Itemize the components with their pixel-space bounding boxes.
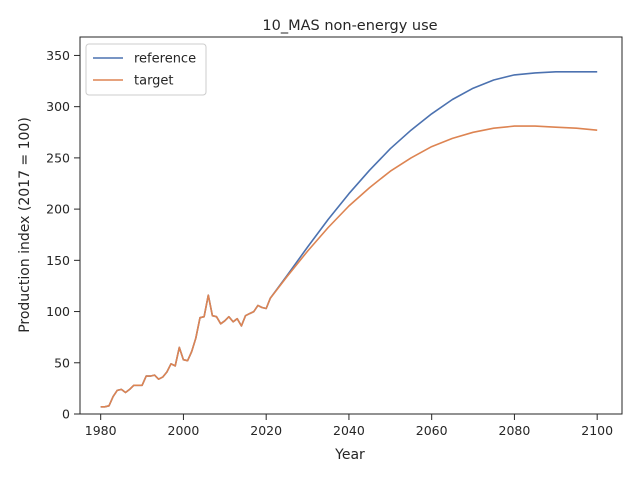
x-tick-label: 2100: [581, 423, 613, 438]
x-tick-label: 2000: [168, 423, 200, 438]
x-axis: 1980 2000 2020 2040 2060 2080 2100: [85, 414, 613, 438]
y-tick-label: 300: [46, 99, 70, 114]
x-tick-label: 2040: [333, 423, 365, 438]
y-tick-label: 150: [46, 253, 70, 268]
y-tick-label: 50: [54, 355, 70, 370]
legend: reference target: [85, 43, 207, 96]
legend-box: [85, 43, 207, 96]
y-tick-label: 0: [62, 407, 70, 422]
y-tick-label: 200: [46, 202, 70, 217]
series-line-target: [100, 125, 598, 408]
x-tick-label: 2080: [499, 423, 531, 438]
chart-title: 10_MAS non-energy use: [262, 18, 437, 34]
x-axis-label: Year: [334, 447, 365, 463]
plot-area: [100, 71, 598, 408]
legend-label-reference: reference: [134, 52, 196, 67]
x-tick-label: 1980: [85, 423, 117, 438]
legend-label-target: target: [134, 74, 174, 89]
y-tick-label: 350: [46, 48, 70, 63]
y-axis-label: Production index (2017 = 100): [17, 117, 33, 333]
y-axis: 0 50 100 150 200 250 300 350: [46, 48, 80, 422]
x-tick-label: 2020: [250, 423, 282, 438]
y-tick-label: 250: [46, 150, 70, 165]
x-tick-label: 2060: [416, 423, 448, 438]
y-tick-label: 100: [46, 304, 70, 319]
plot-frame: [79, 36, 623, 415]
